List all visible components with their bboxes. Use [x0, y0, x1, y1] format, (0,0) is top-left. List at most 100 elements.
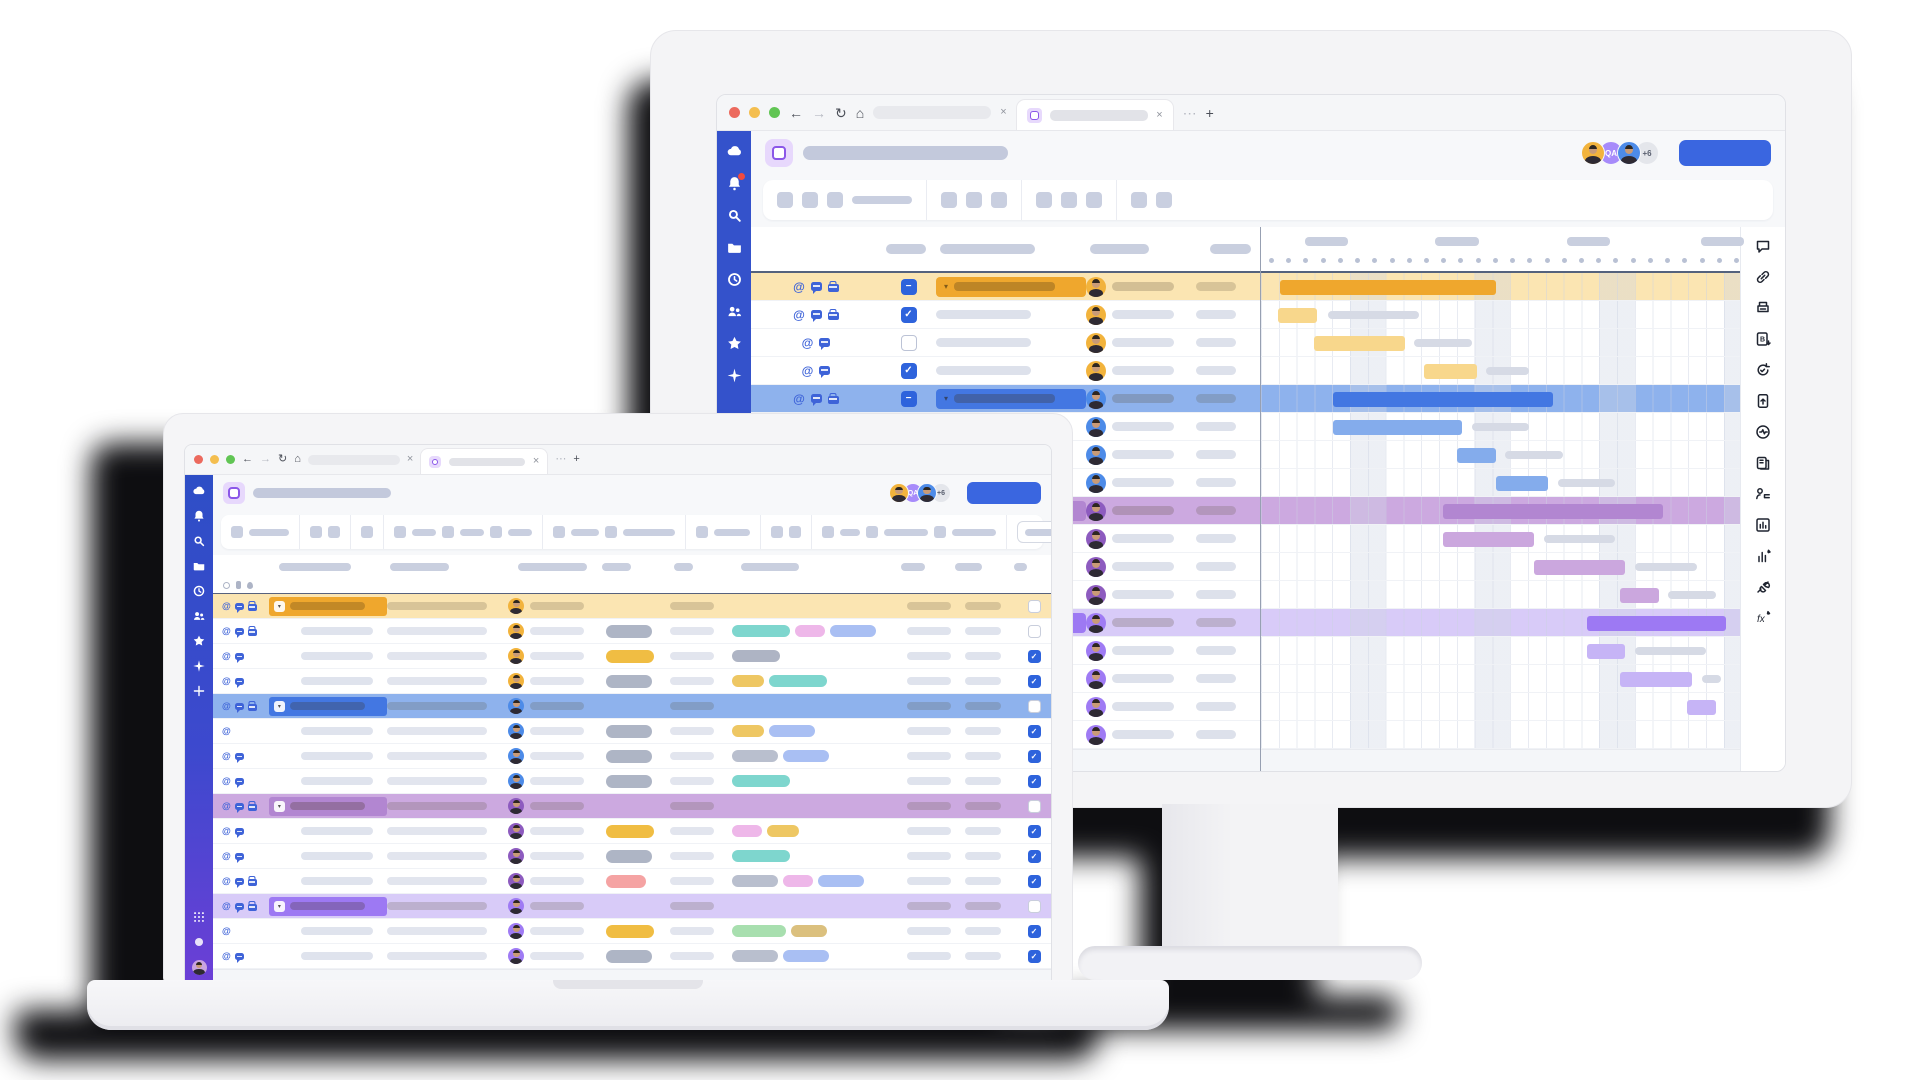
task-row[interactable]: @ ▾ — [213, 894, 1051, 919]
toolbar-button[interactable] — [991, 192, 1007, 208]
gantt-bar[interactable] — [1332, 392, 1554, 407]
task-row[interactable]: @ ▾ — [213, 594, 1051, 619]
toolbar-button[interactable] — [231, 526, 243, 538]
toolbar-button[interactable] — [934, 526, 946, 538]
toolbar-button[interactable] — [328, 526, 340, 538]
column-header-placeholder[interactable] — [602, 563, 631, 571]
sidebar-item-bell[interactable] — [726, 173, 745, 192]
mention-icon[interactable]: @ — [222, 626, 231, 636]
task-row[interactable]: @ — [213, 619, 1051, 644]
task-checkbox[interactable] — [1027, 799, 1041, 813]
close-window-button[interactable] — [729, 107, 740, 118]
task-checkbox[interactable]: ✓ — [900, 306, 917, 323]
task-row[interactable]: @✓ — [213, 919, 1051, 944]
column-header-placeholder[interactable] — [901, 563, 925, 571]
mention-icon[interactable]: @ — [222, 826, 231, 836]
comment-icon[interactable] — [819, 338, 831, 350]
mention-icon[interactable]: @ — [222, 701, 231, 711]
new-tab-icon[interactable]: + — [1205, 104, 1214, 121]
sidebar-item-plus[interactable] — [192, 684, 206, 698]
primary-action-button[interactable] — [967, 482, 1041, 504]
gantt-bar[interactable] — [1443, 532, 1535, 547]
browser-tab-active[interactable]: × — [420, 448, 549, 474]
sidebar-item-sparkle[interactable] — [726, 367, 743, 384]
comment-icon[interactable] — [234, 602, 244, 613]
group-task-bar[interactable]: ▾ — [268, 596, 387, 616]
task-checkbox[interactable]: ✓ — [1027, 749, 1041, 763]
comment-icon[interactable] — [234, 827, 244, 838]
more-tabs-icon[interactable]: ⋯ — [555, 453, 567, 465]
task-checkbox[interactable]: − — [900, 278, 917, 295]
mention-icon[interactable]: @ — [222, 726, 231, 736]
group-task-bar[interactable]: ▾ — [268, 796, 387, 816]
sidebar-item-people[interactable] — [726, 303, 743, 320]
task-checkbox[interactable]: ✓ — [1027, 774, 1041, 788]
new-tab-icon[interactable]: + — [573, 453, 580, 465]
sidebar-item-sparkle[interactable] — [192, 659, 206, 673]
toolbar-button[interactable] — [1131, 192, 1147, 208]
task-row[interactable]: @✓ — [213, 744, 1051, 769]
back-icon[interactable]: ← — [789, 104, 803, 121]
browser-tab-active[interactable]: × — [1015, 99, 1174, 130]
sidebar-item-grid[interactable] — [192, 910, 206, 924]
rail-formula-icon[interactable]: fx — [1754, 609, 1772, 627]
mention-icon[interactable]: @ — [222, 876, 231, 886]
collapse-caret-icon[interactable]: ▾ — [944, 394, 949, 403]
toolbar-dropdown[interactable]: ˅ — [1017, 521, 1051, 543]
task-row[interactable]: @✓ — [213, 944, 1051, 969]
toolbar-button[interactable] — [771, 526, 783, 538]
briefcase-icon[interactable] — [827, 283, 839, 292]
comment-icon[interactable] — [810, 282, 822, 294]
task-checkbox[interactable] — [1027, 699, 1041, 713]
task-checkbox[interactable]: ✓ — [1027, 924, 1041, 938]
mention-icon[interactable]: @ — [801, 335, 814, 350]
filter-drop-icon[interactable] — [247, 581, 253, 589]
tag-pill[interactable] — [731, 925, 786, 937]
gantt-bar[interactable] — [1313, 336, 1405, 351]
task-row[interactable]: @ ▾ — [213, 794, 1051, 819]
tag-pill[interactable] — [731, 950, 778, 962]
sidebar-item-search[interactable] — [192, 534, 206, 548]
zoom-window-button[interactable] — [769, 107, 780, 118]
mention-icon[interactable]: @ — [222, 651, 231, 661]
toolbar-button[interactable] — [310, 526, 322, 538]
tab-close-icon[interactable]: × — [1156, 108, 1163, 121]
tag-pill[interactable] — [794, 625, 825, 637]
column-header-placeholder[interactable] — [518, 563, 587, 571]
rail-link-icon[interactable] — [1754, 268, 1772, 286]
mention-icon[interactable]: @ — [222, 776, 231, 786]
briefcase-icon[interactable] — [247, 628, 257, 636]
comment-icon[interactable] — [234, 777, 244, 788]
sidebar-item-cloud[interactable] — [726, 143, 743, 160]
toolbar-button[interactable] — [553, 526, 565, 538]
rail-printer-icon[interactable] — [1754, 299, 1772, 317]
comment-icon[interactable] — [234, 702, 244, 713]
toolbar-button[interactable] — [789, 526, 801, 538]
briefcase-icon[interactable] — [247, 703, 257, 711]
task-checkbox[interactable] — [1027, 624, 1041, 638]
task-row[interactable]: @✓ — [213, 769, 1051, 794]
zoom-window-button[interactable] — [226, 455, 235, 464]
home-icon[interactable]: ⌂ — [855, 104, 865, 121]
forward-icon[interactable]: → — [812, 104, 826, 121]
sidebar-item-clock[interactable] — [192, 584, 206, 598]
tag-pill[interactable] — [731, 750, 778, 762]
sidebar-item-star[interactable] — [726, 335, 743, 352]
task-row[interactable]: @✓ — [213, 819, 1051, 844]
comment-icon[interactable] — [234, 852, 244, 863]
sidebar-item-cloud[interactable] — [192, 484, 206, 498]
gantt-bar[interactable] — [1586, 616, 1726, 631]
sidebar-item-bell[interactable] — [192, 509, 206, 523]
gantt-bar[interactable] — [1495, 476, 1549, 491]
back-icon[interactable]: ← — [242, 453, 253, 465]
minimize-window-button[interactable] — [749, 107, 760, 118]
gantt-bar[interactable] — [1443, 504, 1664, 519]
rail-activity-icon[interactable] — [1754, 423, 1772, 441]
task-checkbox[interactable] — [1027, 899, 1041, 913]
task-checkbox[interactable]: ✓ — [1027, 849, 1041, 863]
toolbar-button[interactable] — [605, 526, 617, 538]
comment-icon[interactable] — [234, 752, 244, 763]
column-header-placeholder[interactable] — [279, 563, 351, 571]
tag-pill[interactable] — [782, 875, 813, 887]
task-checkbox[interactable]: ✓ — [1027, 824, 1041, 838]
